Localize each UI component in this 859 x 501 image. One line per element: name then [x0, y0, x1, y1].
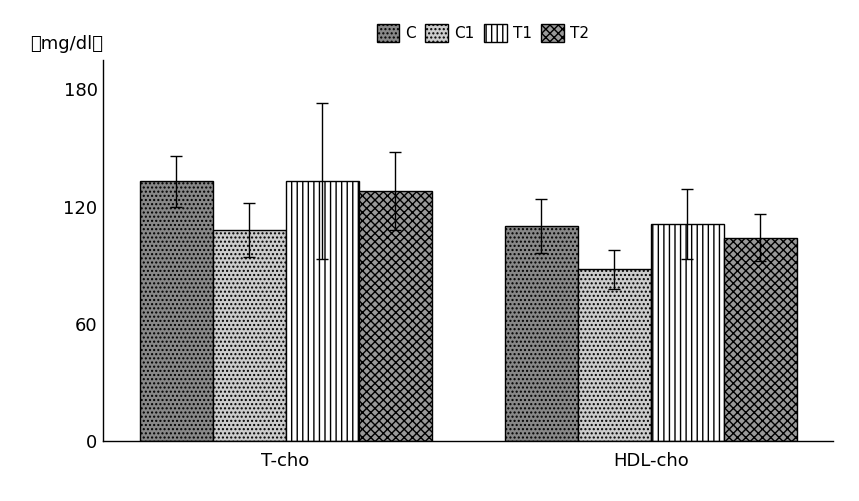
Bar — [504, 226, 577, 441]
Bar — [651, 224, 724, 441]
Legend: C, C1, T1, T2: C, C1, T1, T2 — [370, 18, 595, 48]
Bar — [577, 269, 651, 441]
Bar — [213, 230, 285, 441]
Bar — [285, 181, 359, 441]
Bar — [724, 238, 797, 441]
Text: （mg/dl）: （mg/dl） — [30, 35, 103, 53]
Bar — [139, 181, 213, 441]
Bar — [359, 191, 432, 441]
